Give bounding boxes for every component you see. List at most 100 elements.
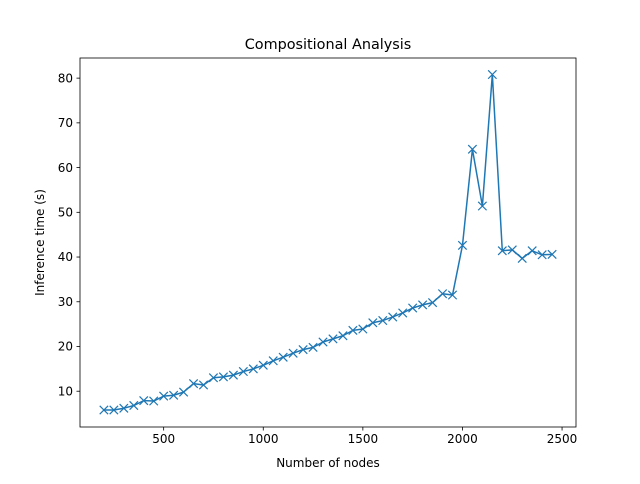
data-point-marker — [497, 246, 507, 256]
marker-stroke — [318, 337, 328, 347]
data-point-marker — [417, 300, 428, 310]
data-point-marker — [437, 289, 448, 299]
marker-stroke — [228, 370, 239, 380]
marker-stroke — [328, 334, 338, 344]
marker-stroke — [527, 246, 537, 256]
y-tick-label: 40 — [58, 250, 73, 264]
data-point-marker — [99, 405, 109, 415]
data-point-marker — [228, 370, 239, 380]
data-point-marker — [208, 373, 219, 383]
marker-stroke — [278, 352, 288, 362]
data-point-marker — [278, 352, 288, 362]
marker-stroke — [198, 380, 209, 390]
data-point-marker — [537, 250, 547, 260]
x-tick-label: 1000 — [248, 432, 279, 446]
marker-stroke — [417, 300, 428, 310]
x-axis-label: Number of nodes — [276, 456, 380, 470]
marker-stroke — [487, 69, 497, 80]
data-point-marker — [388, 312, 398, 322]
marker-stroke — [368, 318, 378, 328]
marker-stroke — [288, 348, 298, 358]
marker-stroke — [149, 396, 159, 406]
data-point-marker — [398, 308, 408, 318]
marker-stroke — [129, 400, 139, 411]
marker-stroke — [298, 344, 308, 355]
marker-stroke — [437, 289, 448, 299]
x-tick-label: 2000 — [447, 432, 478, 446]
data-point-marker — [408, 303, 418, 313]
data-point-marker — [119, 403, 129, 413]
marker-stroke — [109, 405, 119, 415]
marker-stroke — [427, 298, 438, 308]
data-point-marker — [298, 344, 308, 355]
marker-stroke — [268, 356, 278, 366]
marker-stroke — [447, 290, 458, 300]
data-point-marker — [178, 387, 189, 397]
data-point-marker — [517, 253, 527, 264]
marker-stroke — [537, 250, 547, 260]
marker-stroke — [119, 403, 129, 413]
data-point-marker — [308, 342, 318, 353]
chart-title: Compositional Analysis — [245, 37, 412, 53]
marker-stroke — [457, 240, 468, 251]
data-point-marker — [457, 240, 468, 251]
marker-stroke — [208, 373, 219, 383]
data-point-marker — [268, 356, 278, 366]
marker-stroke — [159, 391, 169, 401]
data-point-marker — [288, 348, 298, 358]
data-point-marker — [447, 290, 458, 300]
marker-stroke — [477, 201, 488, 211]
x-tick-label: 2500 — [547, 432, 578, 446]
marker-stroke — [238, 366, 248, 377]
marker-stroke — [467, 144, 478, 154]
marker-stroke — [378, 315, 388, 326]
plot-frame — [79, 57, 577, 428]
y-axis-label: Inference time (s) — [33, 189, 47, 296]
marker-stroke — [348, 325, 358, 336]
data-point-marker — [527, 246, 537, 256]
data-point-marker — [547, 249, 557, 259]
marker-stroke — [497, 246, 507, 256]
data-point-marker — [318, 337, 328, 347]
data-point-marker — [188, 378, 199, 389]
marker-stroke — [358, 324, 368, 334]
data-point-marker — [368, 318, 378, 328]
marker-stroke — [218, 372, 229, 382]
data-point-marker — [258, 360, 268, 370]
data-point-marker — [477, 201, 488, 211]
series-line — [103, 73, 553, 411]
data-point-marker — [218, 372, 229, 382]
marker-stroke — [139, 395, 149, 406]
data-point-marker — [149, 396, 159, 406]
data-point-marker — [109, 405, 119, 415]
data-point-marker — [198, 380, 209, 390]
data-point-marker — [248, 364, 258, 374]
marker-stroke — [308, 342, 318, 353]
marker-stroke — [188, 378, 199, 389]
marker-stroke — [547, 249, 557, 259]
marker-stroke — [258, 360, 268, 370]
data-point-marker — [159, 391, 169, 401]
y-tick-label: 30 — [58, 295, 73, 309]
data-point-marker — [358, 324, 368, 334]
y-tick-label: 10 — [58, 384, 73, 398]
x-axis-ticks: 500 1000 1500 2000 2500 — [152, 427, 577, 446]
data-point-marker — [338, 331, 348, 341]
y-axis-ticks: 10 20 30 40 50 60 70 80 — [58, 71, 80, 398]
data-point-marker — [348, 325, 358, 336]
data-point-marker — [168, 390, 179, 400]
marker-stroke — [248, 364, 258, 374]
marker-stroke — [168, 390, 179, 400]
marker-stroke — [99, 405, 109, 415]
data-point-marker — [238, 366, 248, 377]
data-point-marker — [328, 334, 338, 344]
y-tick-label: 70 — [58, 116, 73, 130]
data-point-marker — [427, 298, 438, 308]
x-tick-label: 1500 — [348, 432, 379, 446]
series-group — [99, 69, 557, 415]
marker-stroke — [507, 245, 517, 255]
marker-stroke — [178, 387, 189, 397]
marker-stroke — [517, 253, 527, 264]
